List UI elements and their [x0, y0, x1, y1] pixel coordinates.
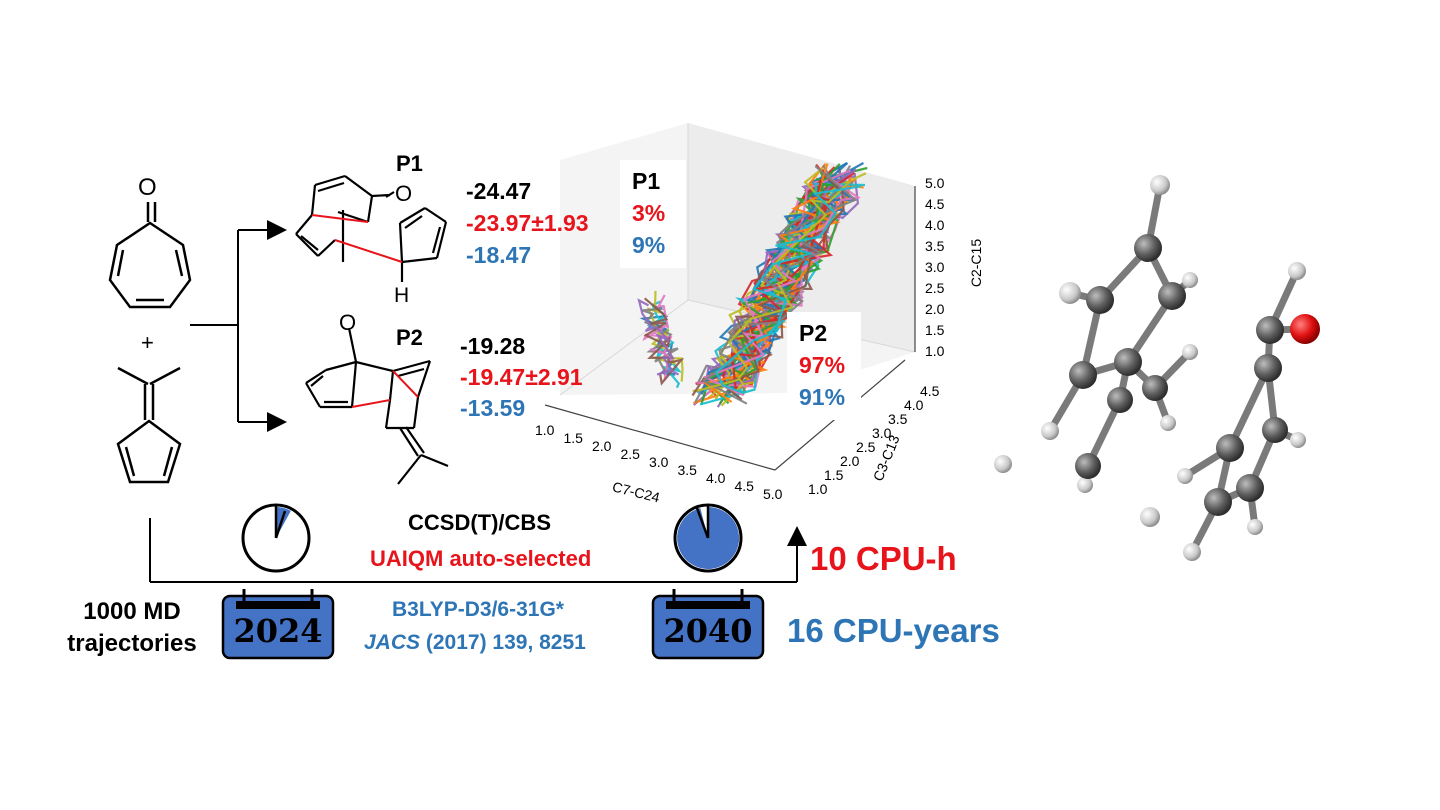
plot-p1-uaiqm-percent: 3% — [632, 200, 666, 226]
p1-hydrogen-label: H — [394, 284, 410, 307]
clock-icon-2040 — [673, 503, 743, 573]
x-tick-6: 4.0 — [706, 470, 726, 486]
y-tick-0: 1.0 — [808, 481, 828, 497]
p1-structure-label: P1 — [396, 151, 423, 176]
b3lyp-cost-label: 16 CPU-years — [787, 612, 1000, 649]
reference-journal: JACS — [364, 631, 421, 654]
p2-structure — [305, 327, 449, 485]
uaiqm-cost-label: 10 CPU-h — [810, 540, 957, 577]
z-tick-7: 4.5 — [925, 196, 945, 212]
md-label-line1: 1000 MD — [83, 598, 181, 625]
plot-p1-label: P1 — [632, 168, 661, 194]
plot-p2-label: P2 — [799, 320, 828, 346]
x-tick-3: 2.5 — [620, 446, 640, 462]
md-label-line2: trajectories — [67, 630, 197, 657]
plot-p2-b3lyp-percent: 91% — [799, 384, 846, 410]
p2-energy-b3lyp: -13.59 — [460, 395, 526, 421]
y-tick-3: 2.5 — [856, 439, 876, 455]
plot-p2-box: P2 97% 91% — [787, 312, 861, 420]
calendar-icon-2040 — [651, 589, 765, 660]
z-tick-4: 3.0 — [925, 259, 945, 275]
trajectory-line — [643, 297, 685, 386]
p2-energy-uaiqm: -19.47±2.91 — [460, 364, 583, 390]
clock-icon-2024 — [241, 503, 311, 573]
y-tick-7: 4.5 — [920, 383, 940, 399]
z-tick-1: 1.5 — [925, 322, 945, 338]
b3lyp-method-label: B3LYP-D3/6-31G* — [392, 598, 564, 621]
p2-structure-label: P2 — [396, 325, 423, 350]
x-tick-8: 5.0 — [763, 486, 783, 502]
y-tick-5: 3.5 — [888, 411, 908, 427]
x-tick-2: 2.0 — [592, 438, 612, 454]
y-tick-4: 3.0 — [872, 425, 892, 441]
trajectory-line — [637, 298, 680, 376]
plot-p2-uaiqm-percent: 97% — [799, 352, 846, 378]
plot-p1-b3lyp-percent: 9% — [632, 232, 666, 258]
trajectory-line — [708, 182, 841, 388]
tropone-structure — [108, 202, 192, 309]
x-tick-1: 1.5 — [563, 430, 583, 446]
z-tick-8: 5.0 — [925, 175, 945, 191]
z-tick-5: 3.5 — [925, 238, 945, 254]
timeline-arrow — [149, 518, 807, 583]
fulvene-structure — [116, 366, 182, 484]
trajectory-line — [714, 185, 861, 394]
plot-p1-box: P1 3% 9% — [620, 160, 686, 268]
y-tick-2: 2.0 — [840, 453, 860, 469]
y-tick-1: 1.5 — [824, 467, 844, 483]
z-axis-label: C2-C15 — [968, 238, 985, 288]
trajectory-line — [719, 178, 845, 401]
year-2024-label: 2024 — [233, 612, 323, 650]
md-trajectories-label: 1000 MD trajectories — [52, 596, 212, 660]
p2-oxygen-label: O — [339, 310, 357, 335]
p1-new-bonds — [311, 214, 403, 263]
p1-structure — [295, 174, 448, 282]
trajectory-line — [642, 305, 679, 374]
x-tick-0: 1.0 — [535, 422, 555, 438]
p2-energy-ccsd: -19.28 — [460, 333, 526, 359]
z-tick-6: 4.0 — [925, 217, 945, 233]
z-tick-0: 1.0 — [925, 343, 945, 359]
p1-energy-b3lyp: -18.47 — [466, 242, 532, 268]
z-tick-3: 2.5 — [925, 280, 945, 296]
p2-new-bonds — [351, 370, 419, 408]
reference-citation: JACS (2017) 139, 8251 — [364, 631, 586, 655]
uaiqm-method-label: UAIQM auto-selected — [370, 546, 592, 571]
trajectory-line — [702, 175, 861, 397]
year-2040-label: 2040 — [663, 612, 753, 650]
reaction-arrows — [190, 220, 287, 432]
x-tick-4: 3.0 — [649, 454, 669, 470]
x-tick-7: 4.5 — [734, 478, 754, 494]
p1-energy-ccsd: -24.47 — [466, 178, 532, 204]
molecule-3d-render — [990, 165, 1350, 570]
trajectory-line — [696, 180, 851, 392]
p1-energy-uaiqm: -23.97±1.93 — [466, 210, 589, 236]
tropone-oxygen-label: O — [138, 174, 157, 201]
calendar-icon-2024 — [221, 589, 335, 660]
ccsd-method-label: CCSD(T)/CBS — [408, 510, 551, 535]
z-tick-2: 2.0 — [925, 301, 945, 317]
p1-oxygen-label: O — [395, 181, 413, 206]
reference-details: (2017) 139, 8251 — [420, 631, 586, 654]
trajectory-bundle — [637, 161, 868, 408]
reactant-plus-sign: + — [141, 330, 154, 355]
x-tick-5: 3.5 — [677, 462, 697, 478]
y-tick-6: 4.0 — [904, 397, 924, 413]
